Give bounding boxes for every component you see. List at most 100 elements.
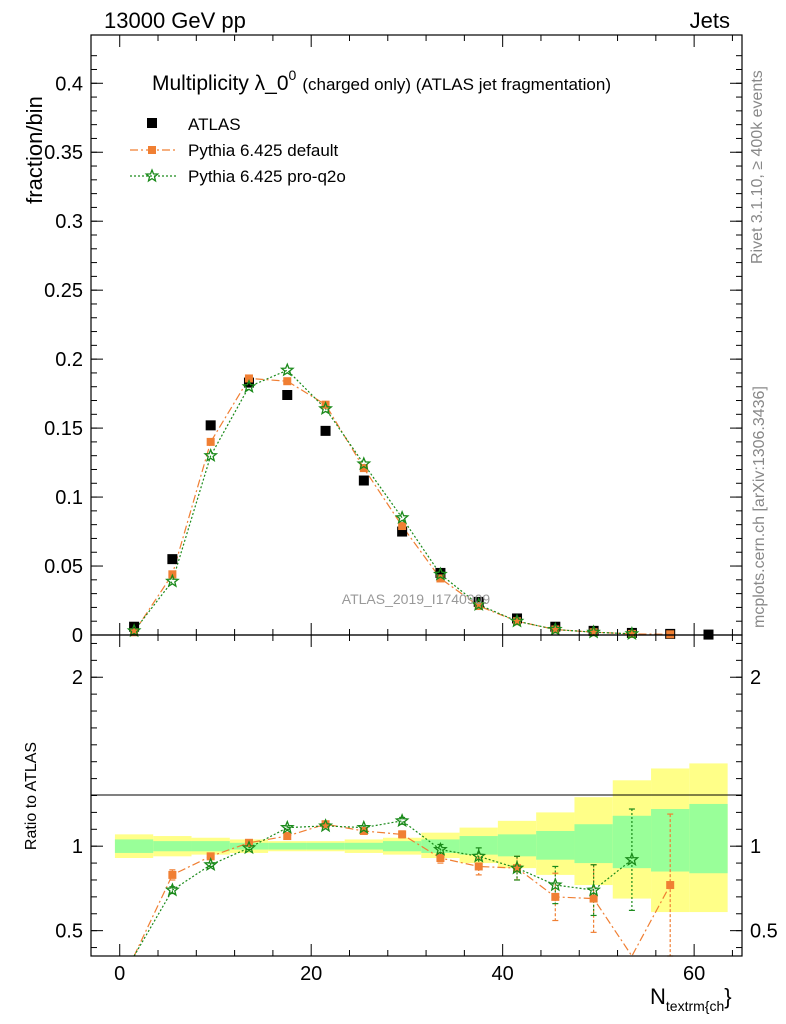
main-ytick-label: 0.25 [44,280,83,302]
band-green [536,830,575,860]
band-green [574,824,613,864]
point-pythia-default [589,628,598,637]
legend-marker-atlas [147,118,157,128]
ratio-point-pythia-default [168,870,177,879]
point-pythia-default [551,625,560,634]
ratio-point-pythia-pro-q2o [203,857,219,872]
ratio-point-pythia-default [551,892,560,901]
point-pythia-pro-q2o [394,510,410,525]
point-atlas [320,425,331,436]
ratio-ytick-label-right: 0.5 [750,921,778,943]
point-pythia-default [359,464,368,473]
ratio-xlabel: Ntextrm{ch} [650,984,732,1014]
point-pythia-default [398,522,407,531]
ratio-line-pythia-default [133,823,671,958]
ratio-ylabel: Ratio to ATLAS [23,742,40,850]
band-green [382,841,422,852]
point-pythia-pro-q2o [624,625,640,641]
band-green [306,842,345,850]
legend: ATLAS Pythia 6.425 default Pythia 6.425 … [130,115,346,186]
point-pythia-default [244,374,253,383]
point-pythia-pro-q2o [356,456,372,471]
ratio-xtick-label: 40 [492,963,514,985]
ratio-point-pythia-default [206,852,215,861]
point-pythia-default [513,617,522,626]
band-green [153,841,192,852]
point-pythia-default [666,630,675,639]
main-ytick-label: 0.15 [44,418,83,440]
legend-marker-pythia-pro-q2o [144,168,160,183]
ratio-point-pythia-pro-q2o [394,813,410,828]
chart-title: Multiplicity λ_00 (charged only) (ATLAS j… [152,67,611,95]
point-pythia-pro-q2o [432,566,448,581]
main-ytick-label: 0.4 [55,73,83,95]
point-pythia-pro-q2o [203,447,219,462]
legend-marker-pythia-default [148,146,156,154]
side-text-mcplots: mcplots.cern.ch [arXiv:1306.3436] [751,386,768,628]
point-atlas [282,390,293,400]
ratio-ytick-label: 2 [72,667,83,689]
band-green [459,836,498,855]
ratio-point-pythia-pro-q2o [624,851,640,867]
watermark: ATLAS_2019_I1740909 [342,591,491,607]
main-panel: 0 0.05 0.1 0.15 0.2 0.25 0.3 0.35 0.4 fraction/b… [22,34,743,647]
main-ytick-label: 0.1 [55,487,83,509]
ratio-point-pythia-default [474,862,483,871]
ratio-point-pythia-pro-q2o [318,818,334,833]
point-pythia-default [283,377,292,386]
legend-entry-pythia-default: Pythia 6.425 default [130,141,339,160]
legend-entry-atlas: ATLAS [147,115,241,134]
band-green [191,841,230,852]
point-pythia-pro-q2o [471,596,487,611]
main-ytick-label: 0.2 [55,349,83,371]
point-pythia-default [206,437,215,446]
main-marks [126,362,714,641]
ratio-ytick-label-right: 1 [750,836,761,858]
point-pythia-default [436,574,445,583]
point-atlas [397,526,408,537]
legend-label-pythia-default: Pythia 6.425 default [188,141,339,160]
point-pythia-default [627,629,636,638]
point-pythia-pro-q2o [318,401,334,416]
legend-label-pythia-pro-q2o: Pythia 6.425 pro-q2o [188,167,346,186]
ratio-xtick-label: 60 [683,963,705,985]
ratio-panel: 0.5 0.51 12 20 20 40 60 Ratio to ATLAS Ntextrm… [23,634,778,1014]
point-pythia-pro-q2o [126,623,142,638]
ratio-point-pythia-default [398,830,407,839]
point-atlas [205,420,216,431]
ratio-xtick-label: 20 [300,963,322,985]
ratio-point-pythia-pro-q2o [586,882,601,897]
title-superscript: 0 [289,67,297,83]
ratio-point-pythia-default [436,854,445,863]
main-axes: 0 0.05 0.1 0.15 0.2 0.25 0.3 0.35 0.4 [44,35,742,647]
main-ytick-label: 0.3 [55,211,83,233]
point-pythia-default [321,400,330,409]
ratio-line-pythia-pro-q2o [133,820,633,957]
point-atlas [167,554,178,565]
band-green [344,842,383,850]
ratio-ytick-label-right: 2 [750,667,761,689]
band-green [268,842,307,850]
ratio-point-pythia-default [513,864,522,873]
ratio-point-pythia-pro-q2o [509,860,525,875]
ratio-point-pythia-default [321,820,330,829]
main-ylabel: fraction/bin [22,96,47,204]
point-pythia-default [130,628,139,637]
ratio-axes: 0.5 0.51 12 20 20 40 60 [55,635,778,985]
ratio-point-pythia-pro-q2o [471,848,487,863]
ratio-xlabel-main: N [650,984,666,1009]
ratio-point-pythia-pro-q2o [241,840,257,855]
ratio-bands [114,763,728,913]
legend-label-atlas: ATLAS [188,115,241,134]
ratio-marks [133,808,675,958]
point-pythia-pro-q2o [509,613,525,628]
main-ytick-label: 0.35 [44,142,83,164]
header-right: Jets [690,8,730,33]
point-pythia-pro-q2o [547,621,563,636]
point-atlas [473,596,484,607]
band-green [114,839,154,853]
main-ytick-label: 0.05 [44,556,83,578]
point-atlas [358,475,369,486]
title-main: Multiplicity λ_0 [152,72,289,95]
